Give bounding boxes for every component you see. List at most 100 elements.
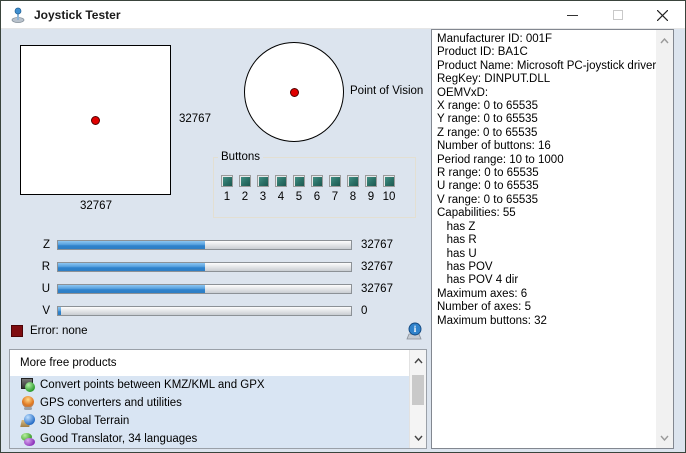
buttons-group-label: Buttons <box>218 151 263 163</box>
axis-label: R <box>41 261 50 273</box>
scrollbar-thumb[interactable] <box>412 375 424 405</box>
device-info-lines: Manufacturer ID: 001F Product ID: BA1C P… <box>437 33 657 328</box>
pov-label: Point of Vision <box>350 85 424 97</box>
axis-bars: Z 32767 R 32767 U 32767 <box>1 239 431 328</box>
button-indicator-cell: 1 <box>221 175 233 203</box>
device-info-line: V range: 0 to 65535 <box>437 193 539 206</box>
button-indicator-cell: 7 <box>329 175 341 203</box>
device-info-line: Maximum buttons: 32 <box>437 314 547 327</box>
xy-position-dot <box>91 116 100 125</box>
button-number-label: 2 <box>241 191 249 203</box>
close-button[interactable] <box>640 1 685 29</box>
device-info-line: Product Name: Microsoft PC-joystick driv… <box>437 59 657 72</box>
device-info-line: has R <box>437 234 477 247</box>
translator-bubbles-icon <box>21 432 35 446</box>
button-number-label: 10 <box>382 191 396 203</box>
pov-circle <box>244 42 344 142</box>
axis-progress-fill <box>58 285 205 293</box>
buttons-row: 1 2 3 4 5 <box>221 175 395 203</box>
maximize-icon <box>612 10 623 20</box>
button-state-led <box>383 175 395 187</box>
device-info-line: Manufacturer ID: 001F <box>437 33 553 45</box>
button-indicator-cell: 2 <box>239 175 251 203</box>
device-info-line: has POV 4 dir <box>437 274 519 287</box>
button-indicator-cell: 6 <box>311 175 323 203</box>
device-info-line: RegKey: DINPUT.DLL <box>437 73 551 86</box>
info-panel-scrollbar[interactable] <box>656 30 673 448</box>
axis-bar-row: V 0 <box>1 305 431 317</box>
scroll-down-icon[interactable] <box>656 429 673 446</box>
scroll-up-icon[interactable] <box>656 32 673 49</box>
button-state-led <box>311 175 323 187</box>
button-number-label: 4 <box>277 191 285 203</box>
device-info-line: Z range: 0 to 65535 <box>437 126 538 139</box>
info-icon[interactable]: i <box>404 322 424 342</box>
scroll-down-icon[interactable] <box>410 429 427 446</box>
error-indicator-square <box>11 325 23 337</box>
product-link-item[interactable]: Convert points between KMZ/KML and GPX <box>10 376 409 394</box>
axis-progressbar <box>57 284 352 294</box>
device-info-line: U range: 0 to 65535 <box>437 180 539 193</box>
button-indicator-cell: 8 <box>347 175 359 203</box>
product-label: GPS converters and utilities <box>40 397 182 409</box>
button-state-led <box>329 175 341 187</box>
title-bar: Joystick Tester <box>1 1 685 29</box>
button-number-label: 7 <box>331 191 339 203</box>
device-info-line: has U <box>437 247 477 260</box>
axis-label: V <box>42 305 50 317</box>
gps-globe-icon <box>21 396 35 410</box>
minimize-button[interactable] <box>550 1 595 29</box>
maximize-button[interactable] <box>595 1 640 29</box>
axis-progressbar <box>57 306 352 316</box>
pov-position-dot <box>290 88 299 97</box>
joystick-app-icon <box>11 7 25 23</box>
button-state-led <box>257 175 269 187</box>
button-number-label: 8 <box>349 191 357 203</box>
products-scrollbar[interactable] <box>409 350 426 448</box>
device-info-line: Period range: 10 to 1000 <box>437 153 564 166</box>
product-label: Good Translator, 34 languages <box>40 433 198 445</box>
button-state-led <box>347 175 359 187</box>
button-state-led <box>275 175 287 187</box>
error-status-row: Error: none <box>11 325 88 337</box>
device-info-line: Number of buttons: 16 <box>437 140 551 153</box>
axis-progress-fill <box>58 241 205 249</box>
button-number-label: 5 <box>295 191 303 203</box>
products-header: More free products <box>10 350 426 376</box>
axis-progress-fill <box>58 307 61 315</box>
button-indicator-cell: 9 <box>365 175 377 203</box>
device-info-line: Capabilities: 55 <box>437 207 516 220</box>
device-info-panel: Manufacturer ID: 001F Product ID: BA1C P… <box>431 29 674 449</box>
button-indicator-cell: 3 <box>257 175 269 203</box>
axis-label: Z <box>42 239 50 251</box>
button-indicator-cell: 10 <box>383 175 395 203</box>
axis-label: U <box>41 283 50 295</box>
kmz-gpx-converter-icon <box>21 378 35 392</box>
window-title: Joystick Tester <box>34 7 121 22</box>
axis-bar-row: U 32767 <box>1 283 431 295</box>
button-number-label: 1 <box>223 191 231 203</box>
x-max-label: 32767 <box>179 113 211 125</box>
product-link-item[interactable]: 3D Global Terrain <box>10 412 409 430</box>
button-number-label: 3 <box>259 191 267 203</box>
button-state-led <box>239 175 251 187</box>
product-link-item[interactable]: Good Translator, 34 languages <box>10 430 409 448</box>
device-info-line: has POV <box>437 260 493 273</box>
y-max-label: 32767 <box>80 200 112 212</box>
button-state-led <box>365 175 377 187</box>
axis-progressbar <box>57 240 352 250</box>
button-indicator-cell: 4 <box>275 175 287 203</box>
device-info-line: Product ID: BA1C <box>437 46 528 59</box>
close-icon <box>657 9 668 21</box>
axis-value: 32767 <box>361 261 393 273</box>
device-info-line: OEMVxD: <box>437 86 489 99</box>
scroll-up-icon[interactable] <box>410 352 427 369</box>
device-info-line: X range: 0 to 65535 <box>437 100 539 113</box>
button-state-led <box>221 175 233 187</box>
more-products-listbox: More free products Convert points betwee… <box>9 349 427 449</box>
product-link-item[interactable]: GPS converters and utilities <box>10 394 409 412</box>
terrain-globe-icon <box>21 414 35 428</box>
device-info-line: Y range: 0 to 65535 <box>437 113 538 126</box>
axis-value: 32767 <box>361 239 393 251</box>
device-info-line: has Z <box>437 220 476 233</box>
